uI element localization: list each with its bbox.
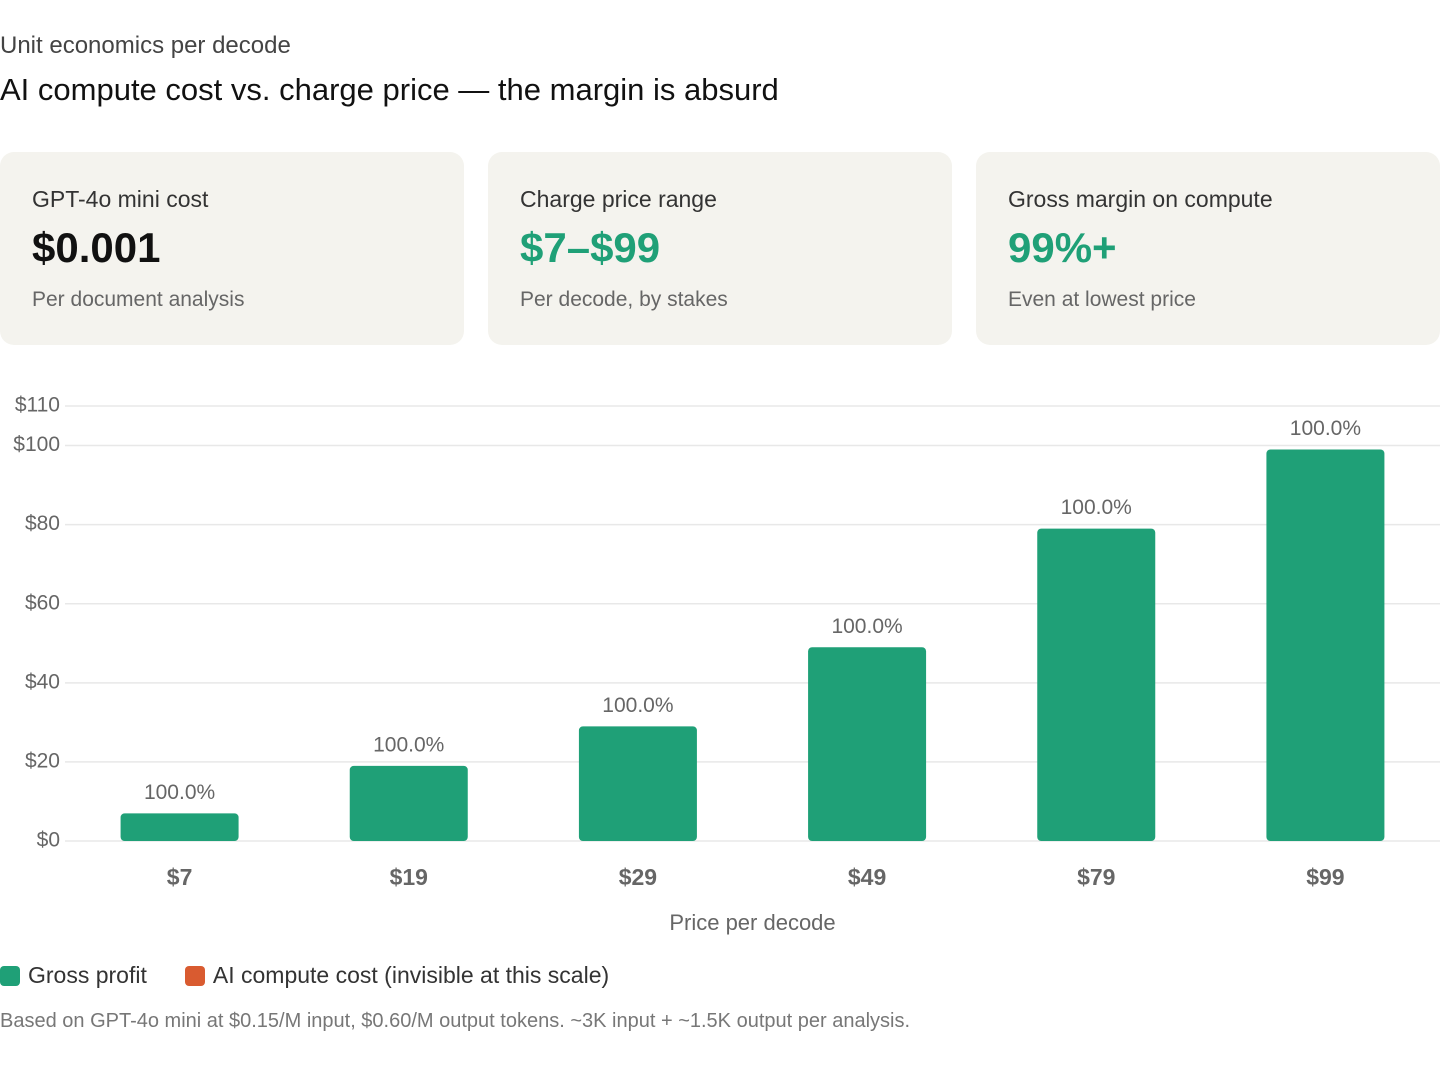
card-value: 99%+ (1008, 224, 1117, 271)
x-tick-label: $99 (1306, 864, 1344, 890)
bar-segment (120, 813, 239, 841)
stat-card: Gross margin on compute 99%+ Even at low… (976, 152, 1440, 345)
stat-card: Charge price range $7–$99 Per decode, by… (488, 152, 952, 345)
y-tick-label: $0 (37, 829, 60, 852)
stat-card: GPT-4o mini cost $0.001 Per document ana… (0, 152, 464, 345)
y-tick-label: $100 (13, 433, 60, 456)
chart: $0 $20 $40 $60 $80 $100 $110 $7 100.0% $19 100.0% $… (13, 394, 1440, 935)
x-tick-label: $49 (848, 864, 886, 890)
bar-label: 100.0% (602, 694, 673, 717)
x-tick-label: $79 (1077, 864, 1115, 890)
bar-segment (808, 647, 927, 841)
x-tick-label: $7 (167, 864, 193, 890)
card-value: $7–$99 (520, 224, 661, 271)
bar-segment (578, 726, 697, 841)
bar-segment (349, 765, 468, 841)
legend-label: Gross profit (28, 962, 147, 988)
legend-item: Gross profit (0, 962, 147, 989)
bar-label: 100.0% (373, 733, 444, 756)
card-note: Per document analysis (32, 288, 245, 311)
bar-label: 100.0% (1061, 496, 1132, 519)
legend-label: AI compute cost (invisible at this scale… (212, 962, 610, 988)
y-tick-label: $40 (25, 670, 60, 693)
card-note: Even at lowest price (1008, 288, 1196, 311)
legend: Gross profit AI compute cost (invisible a… (0, 962, 609, 989)
bar-label: 100.0% (1290, 417, 1361, 440)
x-tick-label: $29 (619, 864, 657, 890)
y-tick-label: $20 (25, 749, 60, 772)
x-axis-title: Price per decode (669, 910, 835, 935)
subtitle: Unit economics per decode (0, 32, 291, 59)
card-label: Gross margin on compute (1008, 186, 1273, 212)
title: AI compute cost vs. charge price — the m… (0, 72, 779, 107)
legend-item: AI compute cost (invisible at this scale… (184, 962, 610, 989)
legend-swatch (184, 965, 205, 986)
bar-label: 100.0% (144, 781, 215, 804)
card-value: $0.001 (32, 224, 161, 271)
y-tick-label: $80 (25, 512, 60, 535)
legend-swatch (0, 965, 20, 986)
footnote: Based on GPT-4o mini at $0.15/M input, $… (0, 1010, 911, 1032)
y-tick-label: $110 (15, 394, 60, 417)
card-label: GPT-4o mini cost (32, 186, 209, 212)
card-note: Per decode, by stakes (520, 288, 728, 311)
card-label: Charge price range (520, 186, 717, 212)
y-tick-label: $60 (25, 591, 60, 614)
x-tick-label: $19 (390, 864, 428, 890)
bar-label: 100.0% (831, 615, 902, 638)
bar-segment (1037, 528, 1156, 841)
bar-segment (1266, 449, 1385, 841)
